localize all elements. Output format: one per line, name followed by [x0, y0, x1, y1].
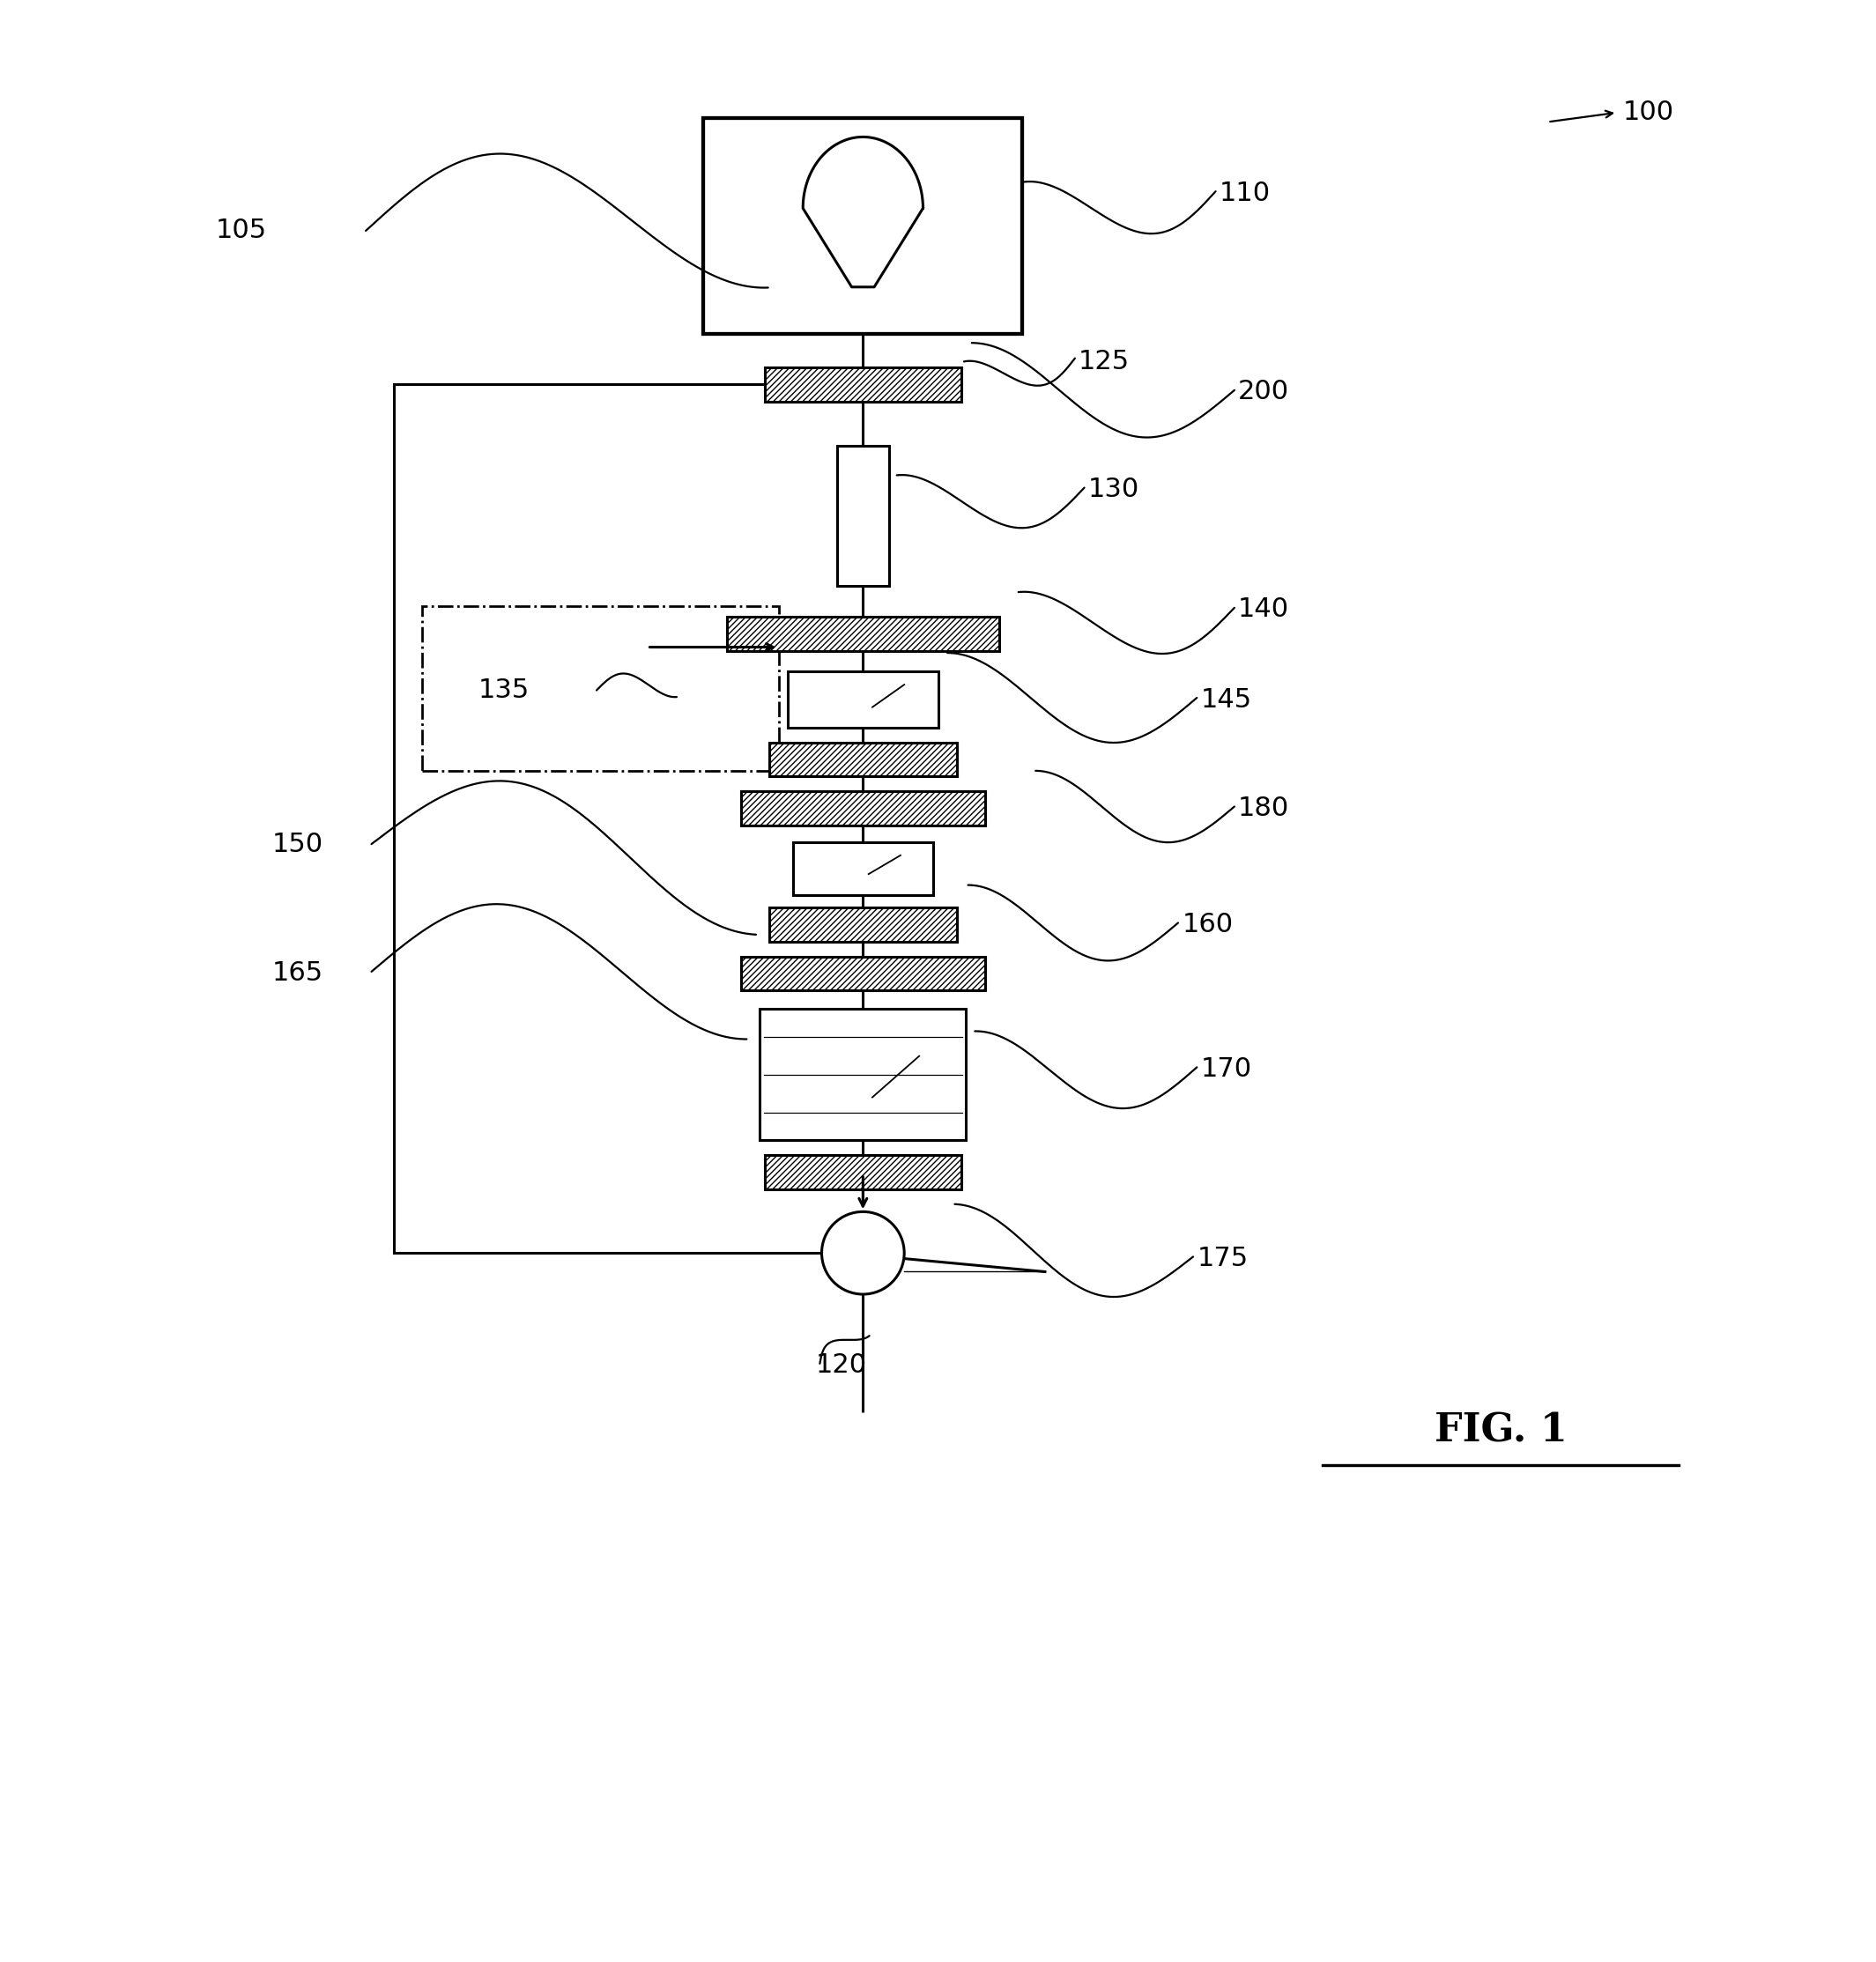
Bar [704, 118, 1022, 334]
Text: 145: 145 [1201, 687, 1251, 712]
Text: 105: 105 [216, 218, 266, 243]
Bar [788, 671, 938, 728]
Text: 170: 170 [1201, 1056, 1251, 1081]
Text: 125: 125 [1079, 349, 1129, 375]
Bar [794, 842, 934, 895]
Bar [741, 791, 985, 826]
Text: FIG. 1: FIG. 1 [1435, 1413, 1566, 1450]
Text: 135: 135 [478, 677, 529, 702]
Bar [760, 1008, 966, 1140]
Text: 175: 175 [1197, 1246, 1248, 1271]
Text: 180: 180 [1238, 797, 1289, 822]
Bar [728, 618, 1000, 651]
Bar [765, 367, 962, 402]
Text: 160: 160 [1182, 912, 1233, 938]
Bar [769, 744, 957, 777]
Text: 130: 130 [1088, 477, 1139, 502]
Bar [837, 445, 889, 587]
Text: 150: 150 [272, 832, 323, 857]
Text: 110: 110 [1219, 181, 1270, 206]
Text: 140: 140 [1238, 596, 1289, 622]
Bar [422, 606, 779, 771]
Circle shape [822, 1213, 904, 1295]
Bar [765, 1156, 962, 1189]
Bar [769, 908, 957, 942]
Text: 200: 200 [1238, 379, 1289, 404]
Text: 120: 120 [816, 1352, 867, 1377]
Text: 100: 100 [1623, 100, 1673, 126]
Bar [741, 957, 985, 991]
Text: 165: 165 [272, 961, 323, 987]
